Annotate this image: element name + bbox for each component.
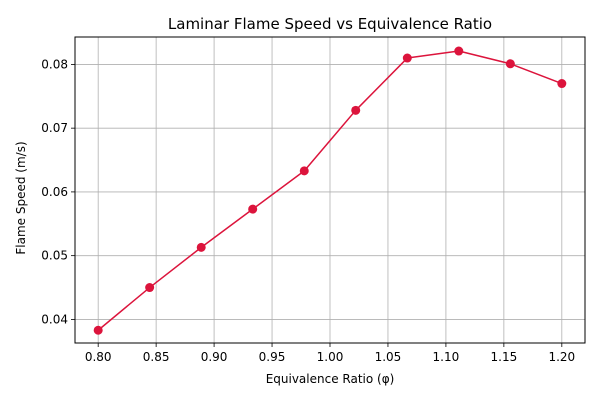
x-tick-label: 1.15 xyxy=(491,350,518,364)
x-tick-label: 0.80 xyxy=(85,350,112,364)
data-point xyxy=(93,325,103,335)
series-layer xyxy=(93,46,567,335)
y-tick-label: 0.05 xyxy=(41,249,68,263)
x-tick-label: 0.85 xyxy=(143,350,170,364)
y-tick-label: 0.06 xyxy=(41,185,68,199)
x-tick-label: 0.90 xyxy=(201,350,228,364)
y-axis-label: Flame Speed (m/s) xyxy=(14,141,28,254)
data-point xyxy=(299,166,309,176)
chart-title: Laminar Flame Speed vs Equivalence Ratio xyxy=(168,15,492,33)
y-tick-label: 0.04 xyxy=(41,312,68,326)
x-tick-label: 1.10 xyxy=(433,350,460,364)
x-tick-label: 1.20 xyxy=(548,350,575,364)
series-line xyxy=(97,50,563,331)
x-tick-label: 1.05 xyxy=(375,350,402,364)
y-tick-label: 0.08 xyxy=(41,57,68,71)
data-point xyxy=(557,79,567,89)
data-point xyxy=(196,242,206,252)
data-point xyxy=(351,105,361,115)
x-tick-label: 1.00 xyxy=(317,350,344,364)
data-point xyxy=(505,59,515,69)
data-point xyxy=(454,46,464,56)
data-point xyxy=(402,53,412,63)
x-axis-label: Equivalence Ratio (φ) xyxy=(266,372,395,386)
data-point xyxy=(145,283,155,293)
data-point xyxy=(248,204,258,214)
ticks: 0.80 0.85 0.90 0.95 1.00 1.05 1.10 1.15 1.20 0.04… xyxy=(41,57,575,364)
y-tick-label: 0.07 xyxy=(41,121,68,135)
x-tick-label: 0.95 xyxy=(259,350,286,364)
